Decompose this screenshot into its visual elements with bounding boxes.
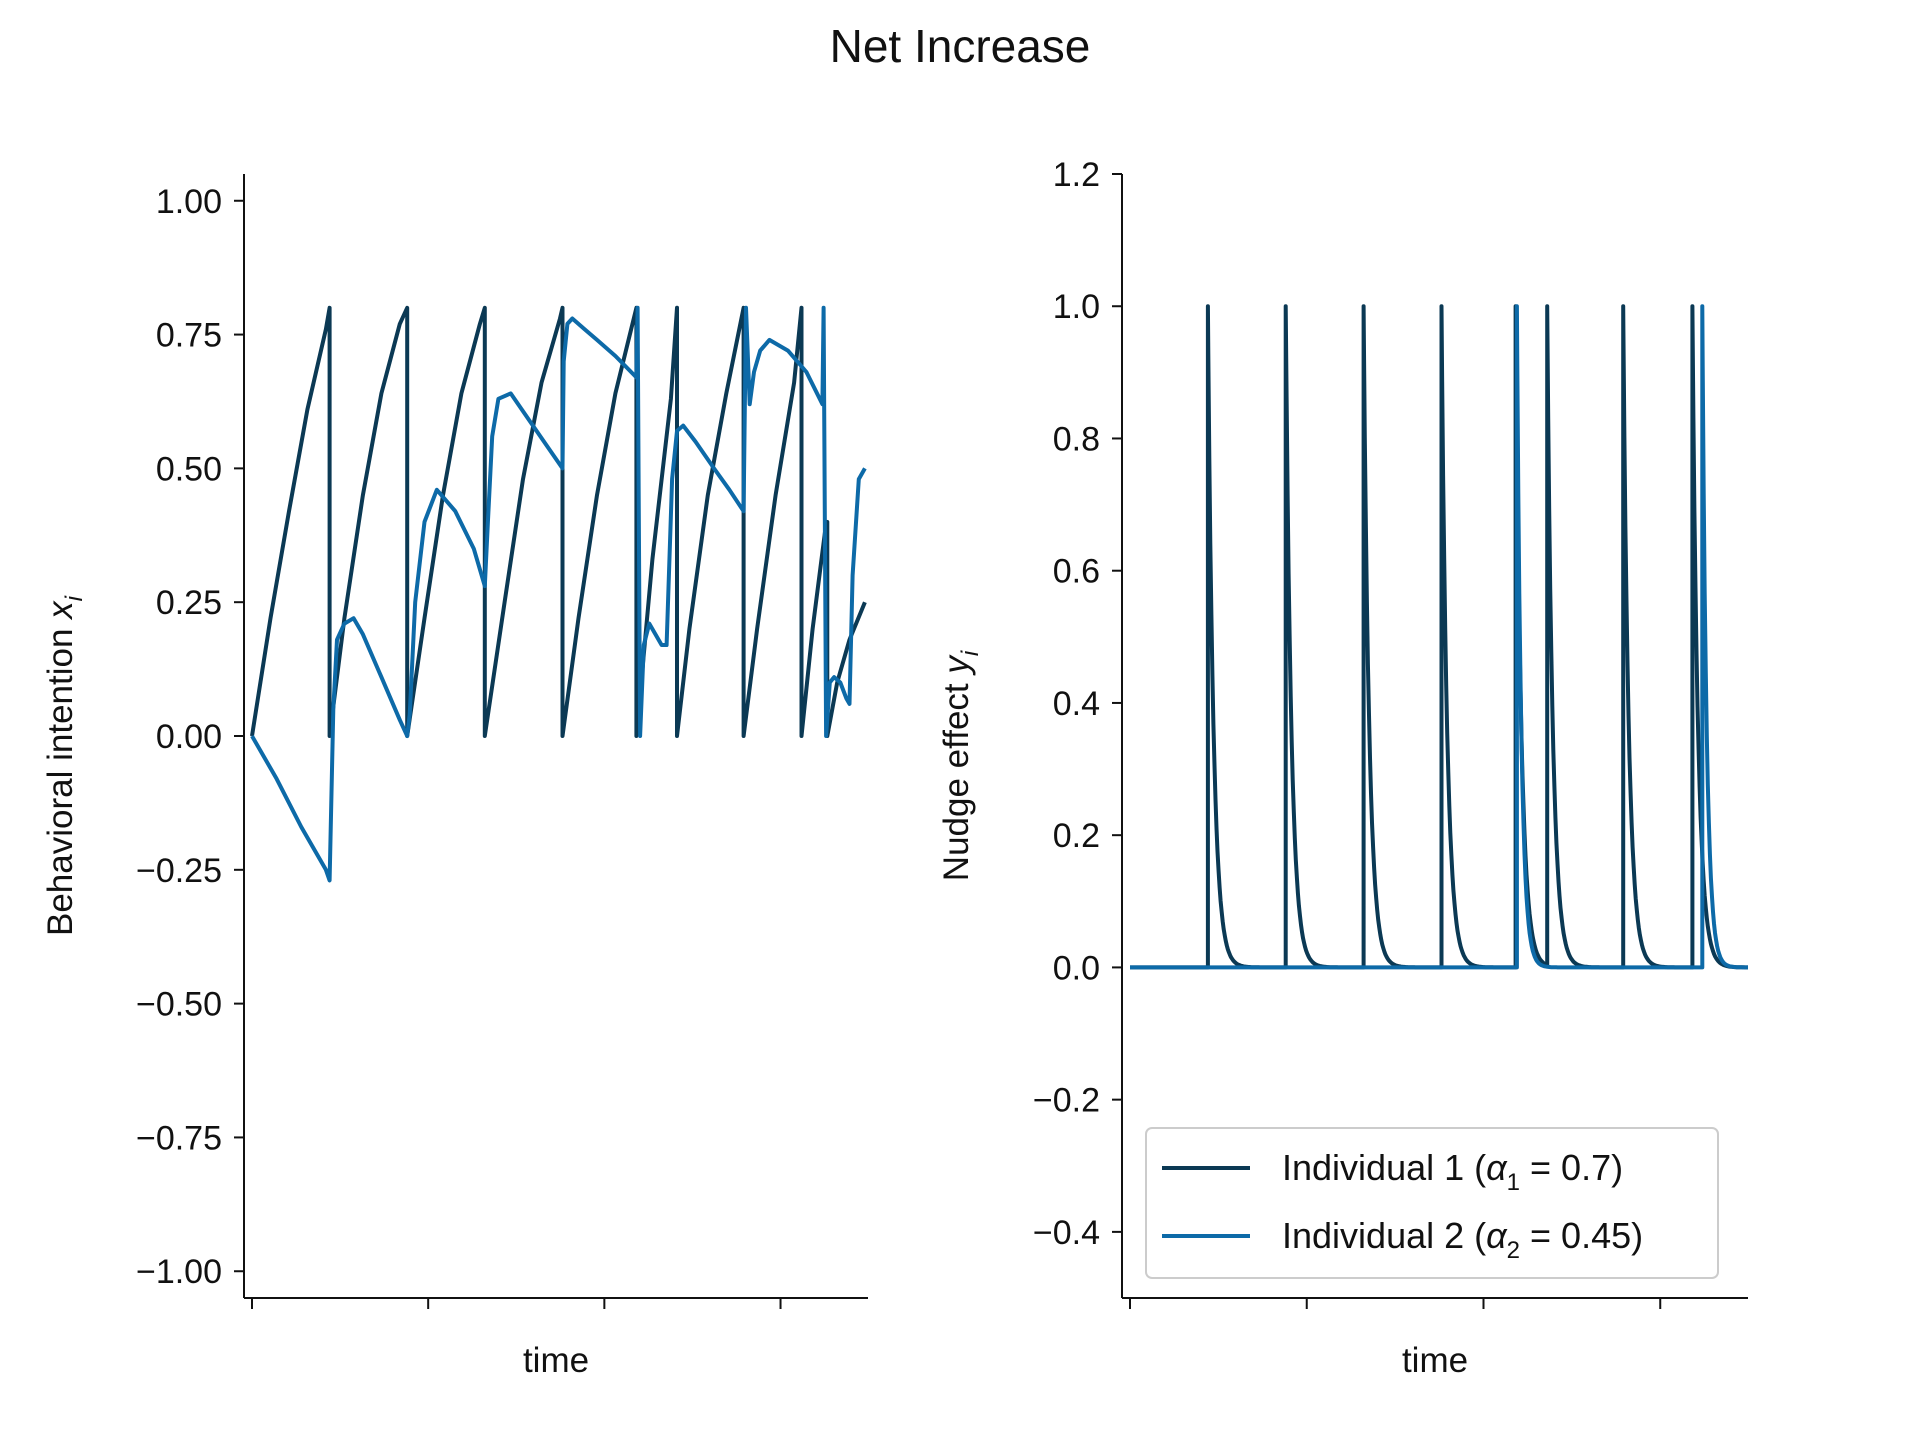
left-panel: −1.00 −0.75 −0.50 −0.25 0.00 0.25 0.50 0.75 1.00… [41,174,868,1380]
series-line-individual-1 [1129,304,1748,970]
y-tick-label: −0.2 [1033,1082,1100,1120]
y-tick-label: 1.00 [156,183,222,221]
legend [1145,1127,1719,1279]
legend-label: Individual 2 (α2 = 0.45) [1282,1215,1643,1264]
y-tick-label: 0.4 [1053,685,1100,723]
series-line-individual-2 [1129,304,1748,970]
y-tick-label: 0.2 [1053,817,1100,855]
series-line-individual-2 [250,305,867,883]
legend-label: Individual 1 (α1 = 0.7) [1282,1147,1623,1196]
x-axis-label: time [523,1341,589,1380]
right-panel: −0.4 −0.2 0.0 0.2 0.4 0.6 0.8 1.0 1.2 time Nudge e… [937,156,1748,1380]
y-tick-label: −1.00 [136,1253,222,1291]
figure-title: Net Increase [830,20,1091,72]
y-tick-label: −0.50 [136,986,222,1024]
y-tick-label: 0.25 [156,584,222,622]
x-axis-label: time [1402,1341,1468,1380]
y-tick-label: 0.0 [1053,949,1100,987]
y-tick-label: 0.50 [156,450,222,488]
y-tick-label: 0.8 [1053,420,1100,458]
y-tick-label: 0.75 [156,317,222,355]
series-line-individual-1 [250,305,867,738]
y-tick-label: 1.2 [1053,156,1100,194]
y-tick-label: −0.25 [136,852,222,890]
y-tick-label: −0.75 [136,1119,222,1157]
y-tick-label: 0.6 [1053,553,1100,591]
y-tick-label: −0.4 [1033,1214,1100,1252]
y-tick-label: 1.0 [1053,288,1100,326]
y-axis-label: Behavioral intention xi [41,595,88,936]
y-tick-label: 0.00 [156,718,222,756]
y-axis-label: Nudge effect yi [937,650,984,881]
